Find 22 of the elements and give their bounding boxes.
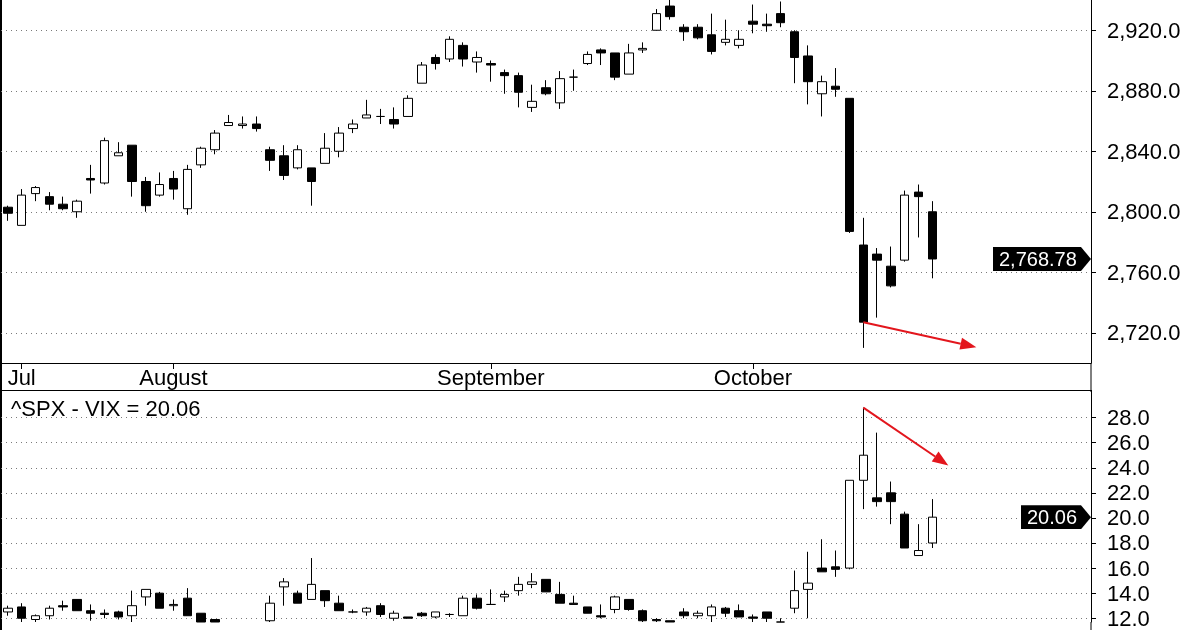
- x-tick-label: October: [713, 364, 793, 390]
- y-tick-label: 20.0: [1107, 505, 1150, 531]
- annotation: 2,768.78: [999, 247, 1077, 270]
- y-tick-label: 22.0: [1107, 480, 1150, 506]
- x-tick-label: September: [437, 364, 545, 390]
- y-tick-label: 28.0: [1107, 405, 1150, 431]
- x-tick-label: August: [139, 364, 208, 390]
- y-tick-label: 26.0: [1107, 430, 1150, 456]
- y-tick-label: 2,920.0: [1107, 17, 1181, 43]
- chart-title: ^SPX - VIX = 20.06: [11, 395, 201, 421]
- y-tick-label: 24.0: [1107, 455, 1150, 481]
- y-tick-label: 12.0: [1107, 605, 1150, 630]
- y-tick-label: 16.0: [1107, 555, 1150, 581]
- y-tick-label: 2,760.0: [1107, 259, 1181, 285]
- x-tick-label: Jul: [7, 364, 36, 390]
- y-tick-label: 2,720.0: [1107, 320, 1181, 346]
- y-tick-label: 2,800.0: [1107, 199, 1181, 225]
- y-tick-label: 2,880.0: [1107, 78, 1181, 104]
- y-tick-label: 2,840.0: [1107, 138, 1181, 164]
- y-tick-label: 14.0: [1107, 580, 1150, 606]
- y-tick-label: 18.0: [1107, 530, 1150, 556]
- annotation: 20.06: [1027, 506, 1078, 529]
